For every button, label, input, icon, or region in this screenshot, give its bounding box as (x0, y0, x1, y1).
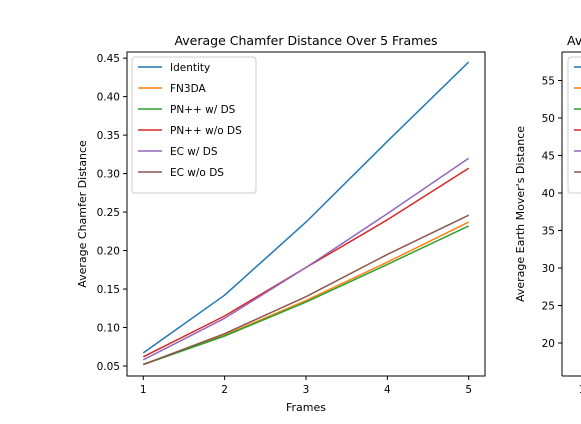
emd-chart: Av 20 25 30 35 40 45 50 55 1 Average Earth Mover… (514, 33, 581, 396)
x-tick-label: 1 (140, 384, 147, 396)
y-tick-label: 0.25 (97, 207, 120, 219)
y-tick-label: 0.20 (97, 246, 120, 258)
y-tick-label: 50 (542, 113, 555, 125)
legend-box (131, 56, 257, 194)
y-tick-label: 45 (542, 151, 555, 163)
chart-title: Av (567, 33, 581, 48)
legend-label-pnpp-w-o-ds: PN++ w/o DS (170, 125, 242, 137)
x-tick-label: 5 (465, 384, 472, 396)
series-line-pnpp-w-ds (143, 225, 470, 366)
y-tick-label: 40 (542, 188, 555, 200)
x-tick-label: 1 (579, 384, 581, 396)
series-line-identity (142, 61, 470, 354)
y-tick-label: 35 (542, 226, 555, 238)
legend-label-ec-w-o-ds: EC w/o DS (170, 167, 224, 179)
y-axis-label: Average Chamfer Distance (76, 140, 89, 288)
legend-box (567, 56, 581, 194)
x-tick-label: 4 (384, 384, 391, 396)
legend-label-pnpp-w-ds: PN++ w/ DS (170, 104, 236, 116)
legend-label-ec-w-ds: EC w/ DS (170, 146, 218, 158)
y-tick-label: 0.30 (97, 169, 120, 181)
series-line-fn3da (143, 221, 470, 366)
y-axis-label: Average Earth Mover's Distance (514, 126, 527, 302)
chamfer-chart: Average Chamfer Distance Over 5 Frames 0… (76, 33, 486, 414)
y-tick-label: 20 (542, 338, 555, 350)
y-tick-label: 0.35 (97, 130, 120, 142)
legend-label-fn3da: FN3DA (170, 83, 206, 95)
legend (567, 56, 581, 194)
y-tick-label: 0.40 (97, 92, 120, 104)
y-tick-label: 25 (542, 301, 555, 313)
legend-label-identity: Identity (170, 62, 210, 74)
y-tick-label: 0.15 (97, 284, 120, 296)
legend: Identity FN3DA PN++ w/ DS PN++ w/o DS EC w/ … (131, 56, 257, 194)
x-tick-label: 3 (303, 384, 310, 396)
chart-title: Average Chamfer Distance Over 5 Frames (174, 33, 437, 48)
series-line-ec-w-o-ds (143, 214, 470, 366)
series-line-ec-w-ds (142, 157, 470, 361)
x-axis-label: Frames (286, 401, 326, 414)
y-tick-label: 0.45 (97, 53, 120, 65)
series-line-pnpp-w-o-ds (142, 167, 470, 358)
y-tick-label: 0.05 (97, 361, 120, 373)
y-tick-label: 55 (542, 76, 555, 88)
y-tick-label: 30 (542, 263, 555, 275)
x-tick-label: 2 (221, 384, 228, 396)
y-tick-label: 0.10 (97, 323, 120, 335)
